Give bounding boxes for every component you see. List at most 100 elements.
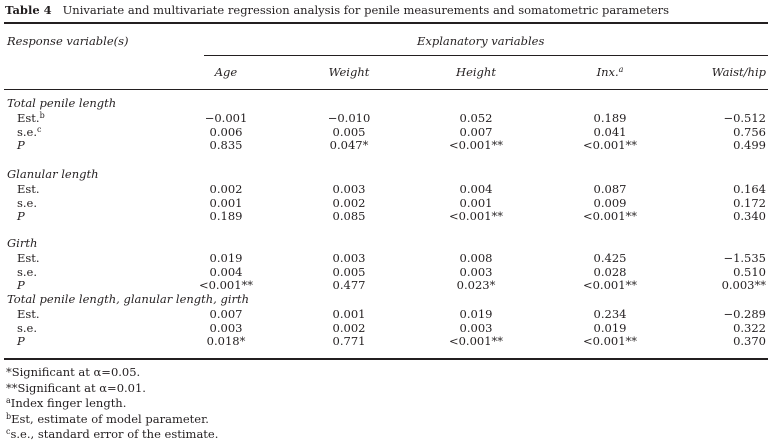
table-cell: 0.009 — [593, 195, 627, 210]
table-cell: 0.085 — [332, 209, 366, 223]
table-cell: 0.003 — [459, 264, 493, 279]
header-span-rule — [204, 55, 768, 56]
footnote-text: Index finger length. — [10, 396, 127, 410]
table-cell: <0.001** — [448, 334, 504, 348]
row-label: Est. — [17, 182, 40, 196]
table-cell: 0.510 — [733, 264, 766, 279]
row-label-text: s.e. — [17, 320, 38, 335]
table-cell: <0.001** — [582, 334, 638, 348]
row-label: Est. — [17, 251, 40, 265]
table-cell: 0.008 — [459, 251, 493, 265]
column-header: Waist/hip — [712, 65, 766, 79]
row-label-footnote-mark: c — [37, 124, 42, 134]
row-label: P — [17, 334, 25, 348]
top-rule — [4, 22, 768, 24]
column-header-label: Waist/hip — [711, 65, 766, 79]
footnote-text: s.e., standard error of the estimate. — [10, 427, 219, 441]
table-cell: <0.001** — [448, 138, 504, 152]
table-cell: 0.006 — [209, 124, 243, 139]
table-cell: 0.087 — [593, 182, 627, 196]
table-cell: 0.003** — [721, 278, 766, 292]
response-variable-header: Response variable(s) — [7, 34, 129, 48]
row-label: s.e. — [17, 196, 37, 210]
row-label: s.e. — [17, 265, 37, 279]
table-cell: 0.370 — [733, 334, 766, 348]
footnote-text: Est, estimate of model parameter. — [11, 411, 209, 426]
row-label: Est.b — [17, 111, 45, 125]
bottom-rule — [4, 358, 768, 360]
table-cell: 0.003 — [332, 182, 366, 196]
table-cell: 0.172 — [733, 195, 766, 210]
row-label-text: P — [17, 209, 25, 223]
column-header-label: Height — [456, 65, 496, 79]
table-cell: 0.003 — [459, 320, 493, 335]
table-cell: 0.028 — [593, 264, 627, 279]
footnote: bEst, estimate of model parameter. — [6, 412, 209, 426]
table-cell: 0.003 — [332, 251, 366, 265]
table-cell: 0.019 — [459, 307, 493, 321]
row-label-text: P — [17, 278, 25, 292]
row-label: P — [17, 278, 25, 292]
table-cell: 0.005 — [332, 124, 366, 139]
header-rule — [4, 89, 768, 90]
table-cell: <0.001** — [448, 209, 504, 223]
table-cell: 0.023* — [456, 278, 496, 292]
table-cell: −0.512 — [723, 111, 766, 125]
table-cell: −0.289 — [723, 307, 766, 321]
table-cell: 0.004 — [209, 264, 243, 279]
explanatory-variables-header: Explanatory variables — [417, 34, 545, 48]
table-cell: <0.001** — [198, 278, 254, 292]
row-label-text: s.e. — [17, 195, 38, 210]
row-label: Est. — [17, 307, 40, 321]
row-label: P — [17, 209, 25, 223]
group-title: Total penile length — [7, 96, 117, 110]
table-cell: 0.002 — [209, 182, 243, 196]
table-cell: <0.001** — [582, 138, 638, 152]
table-cell: <0.001** — [582, 209, 638, 223]
row-label-footnote-mark: b — [39, 111, 45, 120]
table-cell: 0.340 — [733, 209, 766, 223]
footnote-mark: a — [6, 396, 11, 405]
column-header-label: Weight — [328, 65, 370, 79]
table-cell: 0.005 — [332, 264, 366, 279]
row-label-text: Est. — [17, 111, 40, 125]
table-cell: 0.004 — [459, 182, 493, 196]
table-cell: 0.835 — [209, 138, 243, 152]
table-cell: 0.002 — [332, 320, 366, 335]
row-label-text: P — [17, 138, 25, 152]
table-cell: 0.047* — [329, 138, 369, 152]
table-cell: 0.019 — [209, 251, 243, 265]
column-header-label: Age — [214, 65, 238, 79]
footnote: **Significant at α=0.01. — [6, 381, 146, 395]
footnote-text: **Significant at α=0.01. — [6, 380, 146, 395]
group-title: Glanular length — [7, 167, 99, 181]
table-cell: 0.041 — [593, 124, 627, 139]
table-cell: 0.018* — [206, 334, 246, 348]
footnote-mark: b — [6, 411, 12, 421]
row-label-text: Est. — [17, 307, 40, 321]
table-cell: 0.234 — [593, 307, 627, 321]
table-cell: 0.019 — [593, 320, 627, 335]
row-label-text: s.e. — [17, 264, 38, 279]
column-header: Weight — [289, 65, 409, 79]
column-header: Inx.a — [550, 65, 670, 79]
table-cell: <0.001** — [582, 278, 638, 292]
table-cell: −0.001 — [204, 111, 248, 125]
row-label: s.e.c — [17, 125, 42, 139]
row-label-text: s.e. — [17, 124, 38, 139]
table-cell: −1.535 — [723, 251, 766, 265]
table-cell: 0.001 — [332, 307, 366, 321]
group-title: Total penile length, glanular length, gi… — [7, 292, 250, 306]
footnote: aIndex finger length. — [6, 396, 126, 410]
table-cell: −0.010 — [327, 111, 371, 125]
row-label: s.e. — [17, 321, 37, 335]
row-label-text: Est. — [17, 251, 40, 265]
footnote-mark: c — [6, 427, 11, 436]
table-cell: 0.052 — [459, 111, 493, 125]
column-header: Age — [166, 65, 286, 79]
table-cell: 0.756 — [733, 124, 766, 139]
column-header-label: Inx. — [596, 65, 619, 79]
row-label-text: P — [17, 334, 25, 348]
table-cell: 0.003 — [209, 320, 243, 335]
column-header-footnote-mark: a — [618, 65, 624, 74]
